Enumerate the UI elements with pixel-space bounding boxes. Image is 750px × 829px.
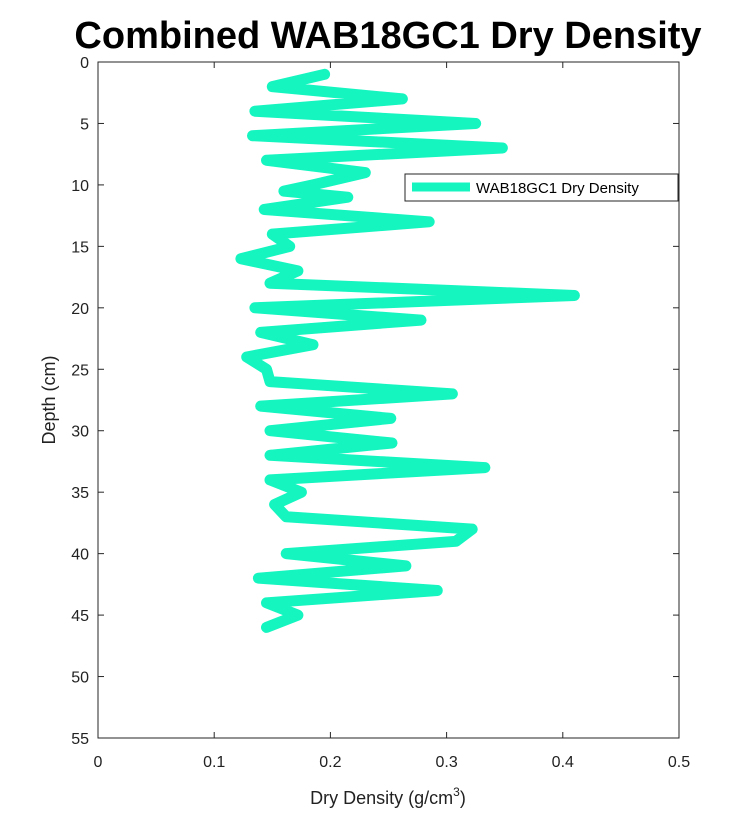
- y-tick-label: 0: [80, 55, 89, 72]
- y-tick-label: 15: [71, 239, 89, 256]
- y-tick-label: 40: [71, 547, 89, 564]
- y-tick-label: 10: [71, 178, 89, 195]
- y-tick-label: 20: [71, 301, 89, 318]
- x-tick-label: 0: [94, 754, 103, 771]
- y-tick-label: 45: [71, 608, 89, 625]
- y-axis-label: Depth (cm): [39, 355, 59, 444]
- y-tick-label: 35: [71, 485, 89, 502]
- x-axis-ticks: 0 0.1 0.2 0.3 0.4 0.5: [94, 62, 690, 771]
- y-tick-label: 30: [71, 424, 89, 441]
- plot-area: [97, 61, 680, 739]
- x-tick-label: 0.3: [435, 754, 457, 771]
- legend: WAB18GC1 Dry Density: [404, 173, 679, 202]
- x-tick-label: 0.5: [668, 754, 690, 771]
- y-tick-label: 25: [71, 362, 89, 379]
- x-axis-label: Dry Density (g/cm3): [310, 785, 466, 808]
- x-tick-label: 0.4: [552, 754, 574, 771]
- series-line-wab18gc1-dry-density: [235, 68, 580, 633]
- y-tick-label: 55: [71, 731, 89, 748]
- chart-title: Combined WAB18GC1 Dry Density: [74, 15, 701, 57]
- y-axis-ticks: 0 5 10 15 20 25 30 35 40 45 50 55: [71, 55, 679, 748]
- y-tick-label: 50: [71, 670, 89, 687]
- x-tick-label: 0.1: [203, 754, 225, 771]
- x-tick-label: 0.2: [319, 754, 341, 771]
- legend-label: WAB18GC1 Dry Density: [476, 180, 639, 197]
- y-tick-label: 5: [80, 116, 89, 133]
